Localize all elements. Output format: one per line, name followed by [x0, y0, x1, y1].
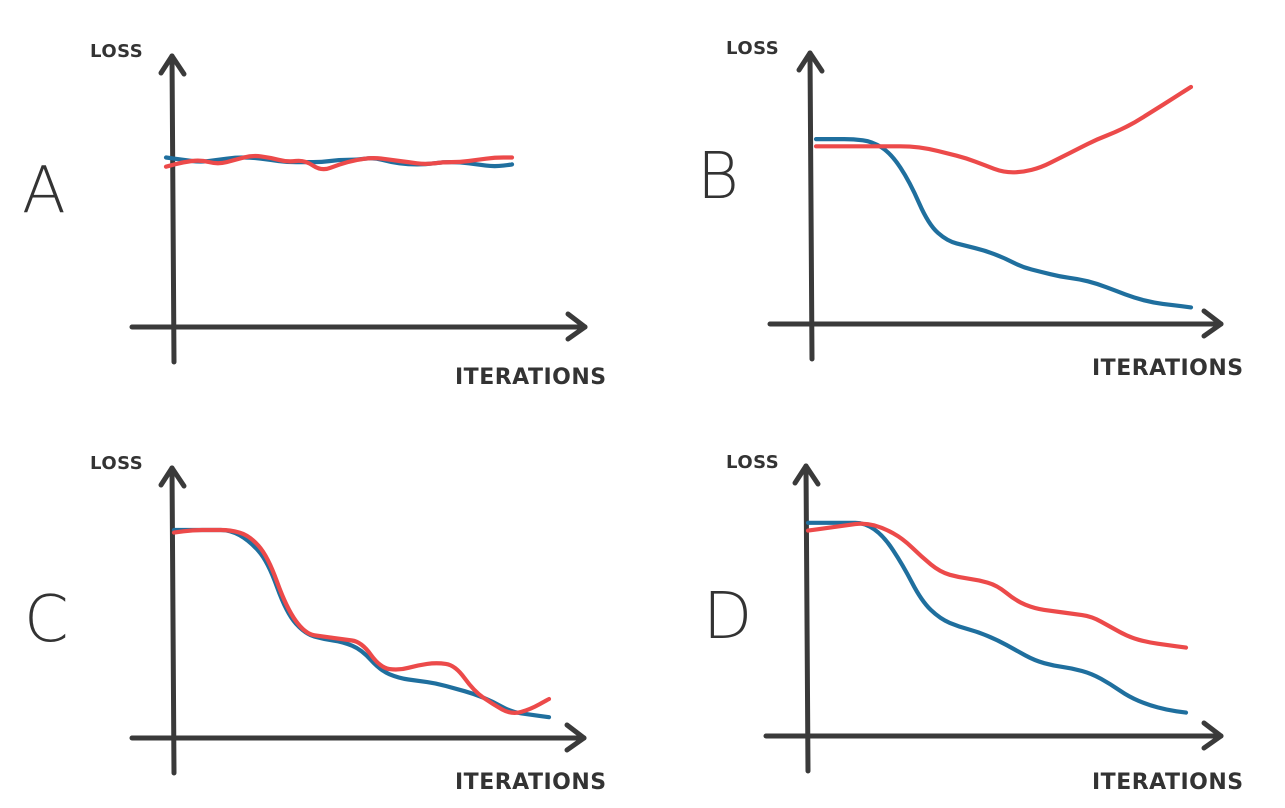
panel-letter: B: [697, 140, 739, 214]
blue-loss-curve: [805, 520, 1189, 715]
blue-loss-curve: [813, 137, 1194, 310]
y-axis: [803, 463, 811, 774]
panel-letter: D: [703, 580, 752, 654]
x-axis-arrowhead: [565, 311, 588, 342]
y-axis-label: LOSS: [90, 453, 143, 474]
x-axis-label: ITERATIONS: [455, 365, 607, 390]
y-axis: [169, 53, 177, 365]
panel-a: A LOSS ITERATIONS: [22, 41, 607, 390]
y-axis-arrowhead: [792, 463, 821, 487]
x-axis-label: ITERATIONS: [1092, 356, 1244, 381]
blue-loss-curve: [171, 527, 552, 720]
panel-letter: C: [24, 583, 69, 657]
panel-c: C LOSS ITERATIONS: [24, 453, 607, 795]
x-axis-label: ITERATIONS: [1092, 770, 1244, 795]
x-axis-arrowhead: [1201, 308, 1224, 339]
red-loss-curve: [171, 527, 552, 715]
x-axis-label: ITERATIONS: [455, 770, 607, 795]
red-loss-curve: [805, 521, 1189, 650]
x-axis-arrowhead: [564, 722, 587, 753]
red-loss-curve: [813, 84, 1194, 175]
red-loss-curve: [163, 153, 515, 172]
panel-b: B LOSS ITERATIONS: [697, 38, 1244, 381]
y-axis: [169, 465, 177, 776]
y-axis-arrowhead: [158, 465, 187, 489]
y-axis-label: LOSS: [726, 452, 779, 473]
y-axis-arrowhead: [796, 50, 825, 74]
y-axis: [807, 50, 815, 362]
x-axis-arrowhead: [1201, 720, 1224, 751]
panel-letter: A: [22, 154, 66, 228]
panel-d: D LOSS ITERATIONS: [703, 452, 1244, 795]
y-axis-arrowhead: [158, 53, 187, 77]
y-axis-label: LOSS: [726, 38, 779, 59]
y-axis-label: LOSS: [90, 41, 143, 62]
